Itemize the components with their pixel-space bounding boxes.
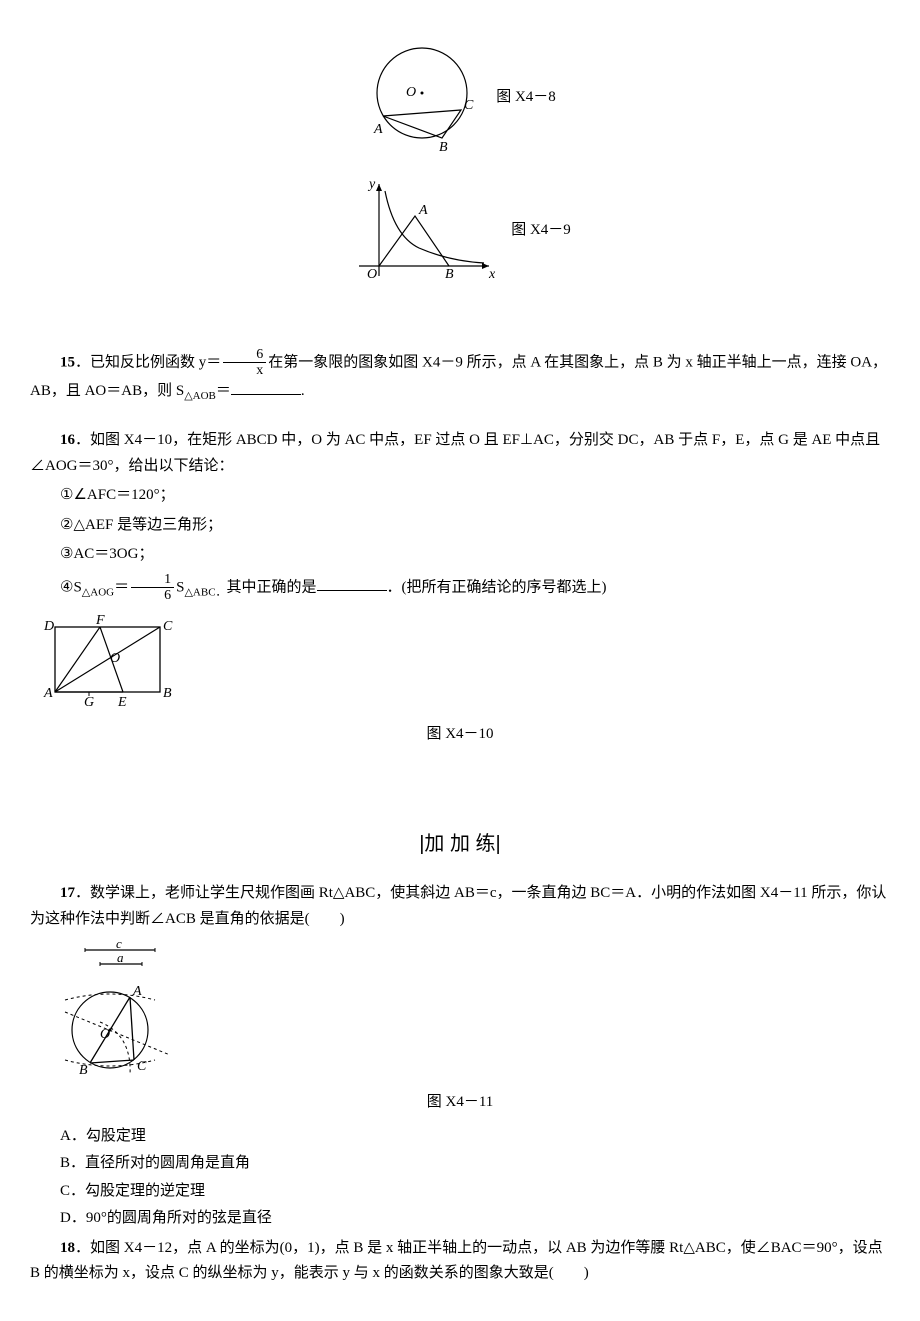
fig11-C: C — [137, 1059, 147, 1074]
fig11-O: O — [100, 1027, 110, 1042]
q17: 17．数学课上，老师让学生尺规作图画 Rt△ABC，使其斜边 AB＝c，一条直角… — [30, 881, 890, 932]
q16-item3: ③AC＝3OG； — [30, 542, 890, 568]
q15: 15．已知反比例函数 y＝6x在第一象限的图象如图 X4－9 所示，点 A 在其… — [30, 347, 890, 405]
q18-num: 18 — [60, 1240, 75, 1256]
q16-num: 16 — [60, 432, 75, 448]
fig9-B: B — [445, 267, 454, 282]
figure-x4-9: x y O A B 图 X4－9 — [30, 176, 890, 296]
fig10-O: O — [110, 651, 120, 666]
fig8-svg: O A B C — [364, 38, 484, 158]
q18: 18．如图 X4－12，点 A 的坐标为(0，1)，点 B 是 x 轴正半轴上的… — [30, 1236, 890, 1287]
q16: 16．如图 X4－10，在矩形 ABCD 中，O 为 AC 中点，EF 过点 O… — [30, 428, 890, 479]
fig9-caption: 图 X4－9 — [511, 218, 571, 244]
q16-4e: ．(把所有正确结论的序号都选上) — [387, 579, 607, 595]
fig9-A: A — [418, 203, 428, 218]
fig11-svg: c a O A B C — [30, 940, 190, 1090]
q16-item4: ④S△AOG＝16S△ABC．其中正确的是．(把所有正确结论的序号都选上) — [30, 572, 890, 604]
q16-a: ．如图 X4－10，在矩形 ABCD 中，O 为 AC 中点，EF 过点 O 且… — [30, 432, 880, 474]
section-header: |加 加 练| — [30, 827, 890, 861]
q18-text: ．如图 X4－12，点 A 的坐标为(0，1)，点 B 是 x 轴正半轴上的一动… — [30, 1240, 883, 1282]
fig10-caption: 图 X4－10 — [30, 722, 890, 748]
q16-item2: ②△AEF 是等边三角形； — [30, 513, 890, 539]
q16-4s1: △AOG — [82, 586, 114, 598]
fig10-B: B — [163, 686, 172, 701]
fig11-a: a — [117, 950, 124, 965]
q16-4s2: △ABC． — [184, 586, 226, 598]
fig10-A: A — [43, 686, 53, 701]
fig10-G: G — [84, 695, 94, 710]
figure-x4-10: D F C A G E B O 图 X4－10 — [30, 612, 890, 748]
fig8-A: A — [373, 122, 383, 137]
fig9-y: y — [367, 177, 376, 192]
fig8-caption: 图 X4－8 — [496, 85, 556, 111]
q15-sub: △AOB — [184, 390, 216, 402]
q16-blank — [317, 576, 387, 591]
figure-x4-8: O A B C 图 X4－8 — [30, 38, 890, 168]
q16-4a: ④S — [60, 579, 82, 595]
figure-x4-11: c a O A B C 图 X4－11 — [30, 940, 890, 1116]
fig10-C: C — [163, 619, 173, 634]
fig10-D: D — [43, 619, 54, 634]
fig8-O: O — [406, 85, 416, 100]
q17-optB: B．直径所对的圆周角是直角 — [30, 1151, 890, 1177]
fig10-F: F — [95, 613, 105, 628]
fig11-B: B — [79, 1063, 88, 1078]
q15-a: ．已知反比例函数 y＝ — [75, 354, 221, 370]
q16-4d: 其中正确的是 — [227, 579, 317, 595]
q16-4frac: 16 — [131, 572, 174, 604]
fig9-O: O — [367, 267, 377, 282]
fig8-B: B — [439, 140, 448, 155]
q17-optA: A．勾股定理 — [30, 1124, 890, 1150]
q17-num: 17 — [60, 885, 75, 901]
q15-d: . — [301, 383, 305, 399]
fig11-caption: 图 X4－11 — [30, 1090, 890, 1116]
fig9-svg: x y O A B — [349, 176, 499, 286]
fig8-C: C — [464, 98, 474, 113]
q15-blank — [231, 380, 301, 395]
fig10-E: E — [117, 695, 127, 710]
q17-optC: C．勾股定理的逆定理 — [30, 1179, 890, 1205]
fig11-A: A — [132, 984, 142, 999]
q15-c: ＝ — [216, 383, 231, 399]
q15-frac: 6x — [223, 347, 266, 379]
q16-item1: ①∠AFC＝120°； — [30, 483, 890, 509]
q17-text: ．数学课上，老师让学生尺规作图画 Rt△ABC，使其斜边 AB＝c，一条直角边 … — [30, 885, 886, 927]
fig9-x: x — [488, 267, 496, 282]
fig10-svg: D F C A G E B O — [30, 612, 180, 722]
q16-4b: ＝ — [114, 579, 129, 595]
q17-optD: D．90°的圆周角所对的弦是直径 — [30, 1206, 890, 1232]
q15-num: 15 — [60, 354, 75, 370]
